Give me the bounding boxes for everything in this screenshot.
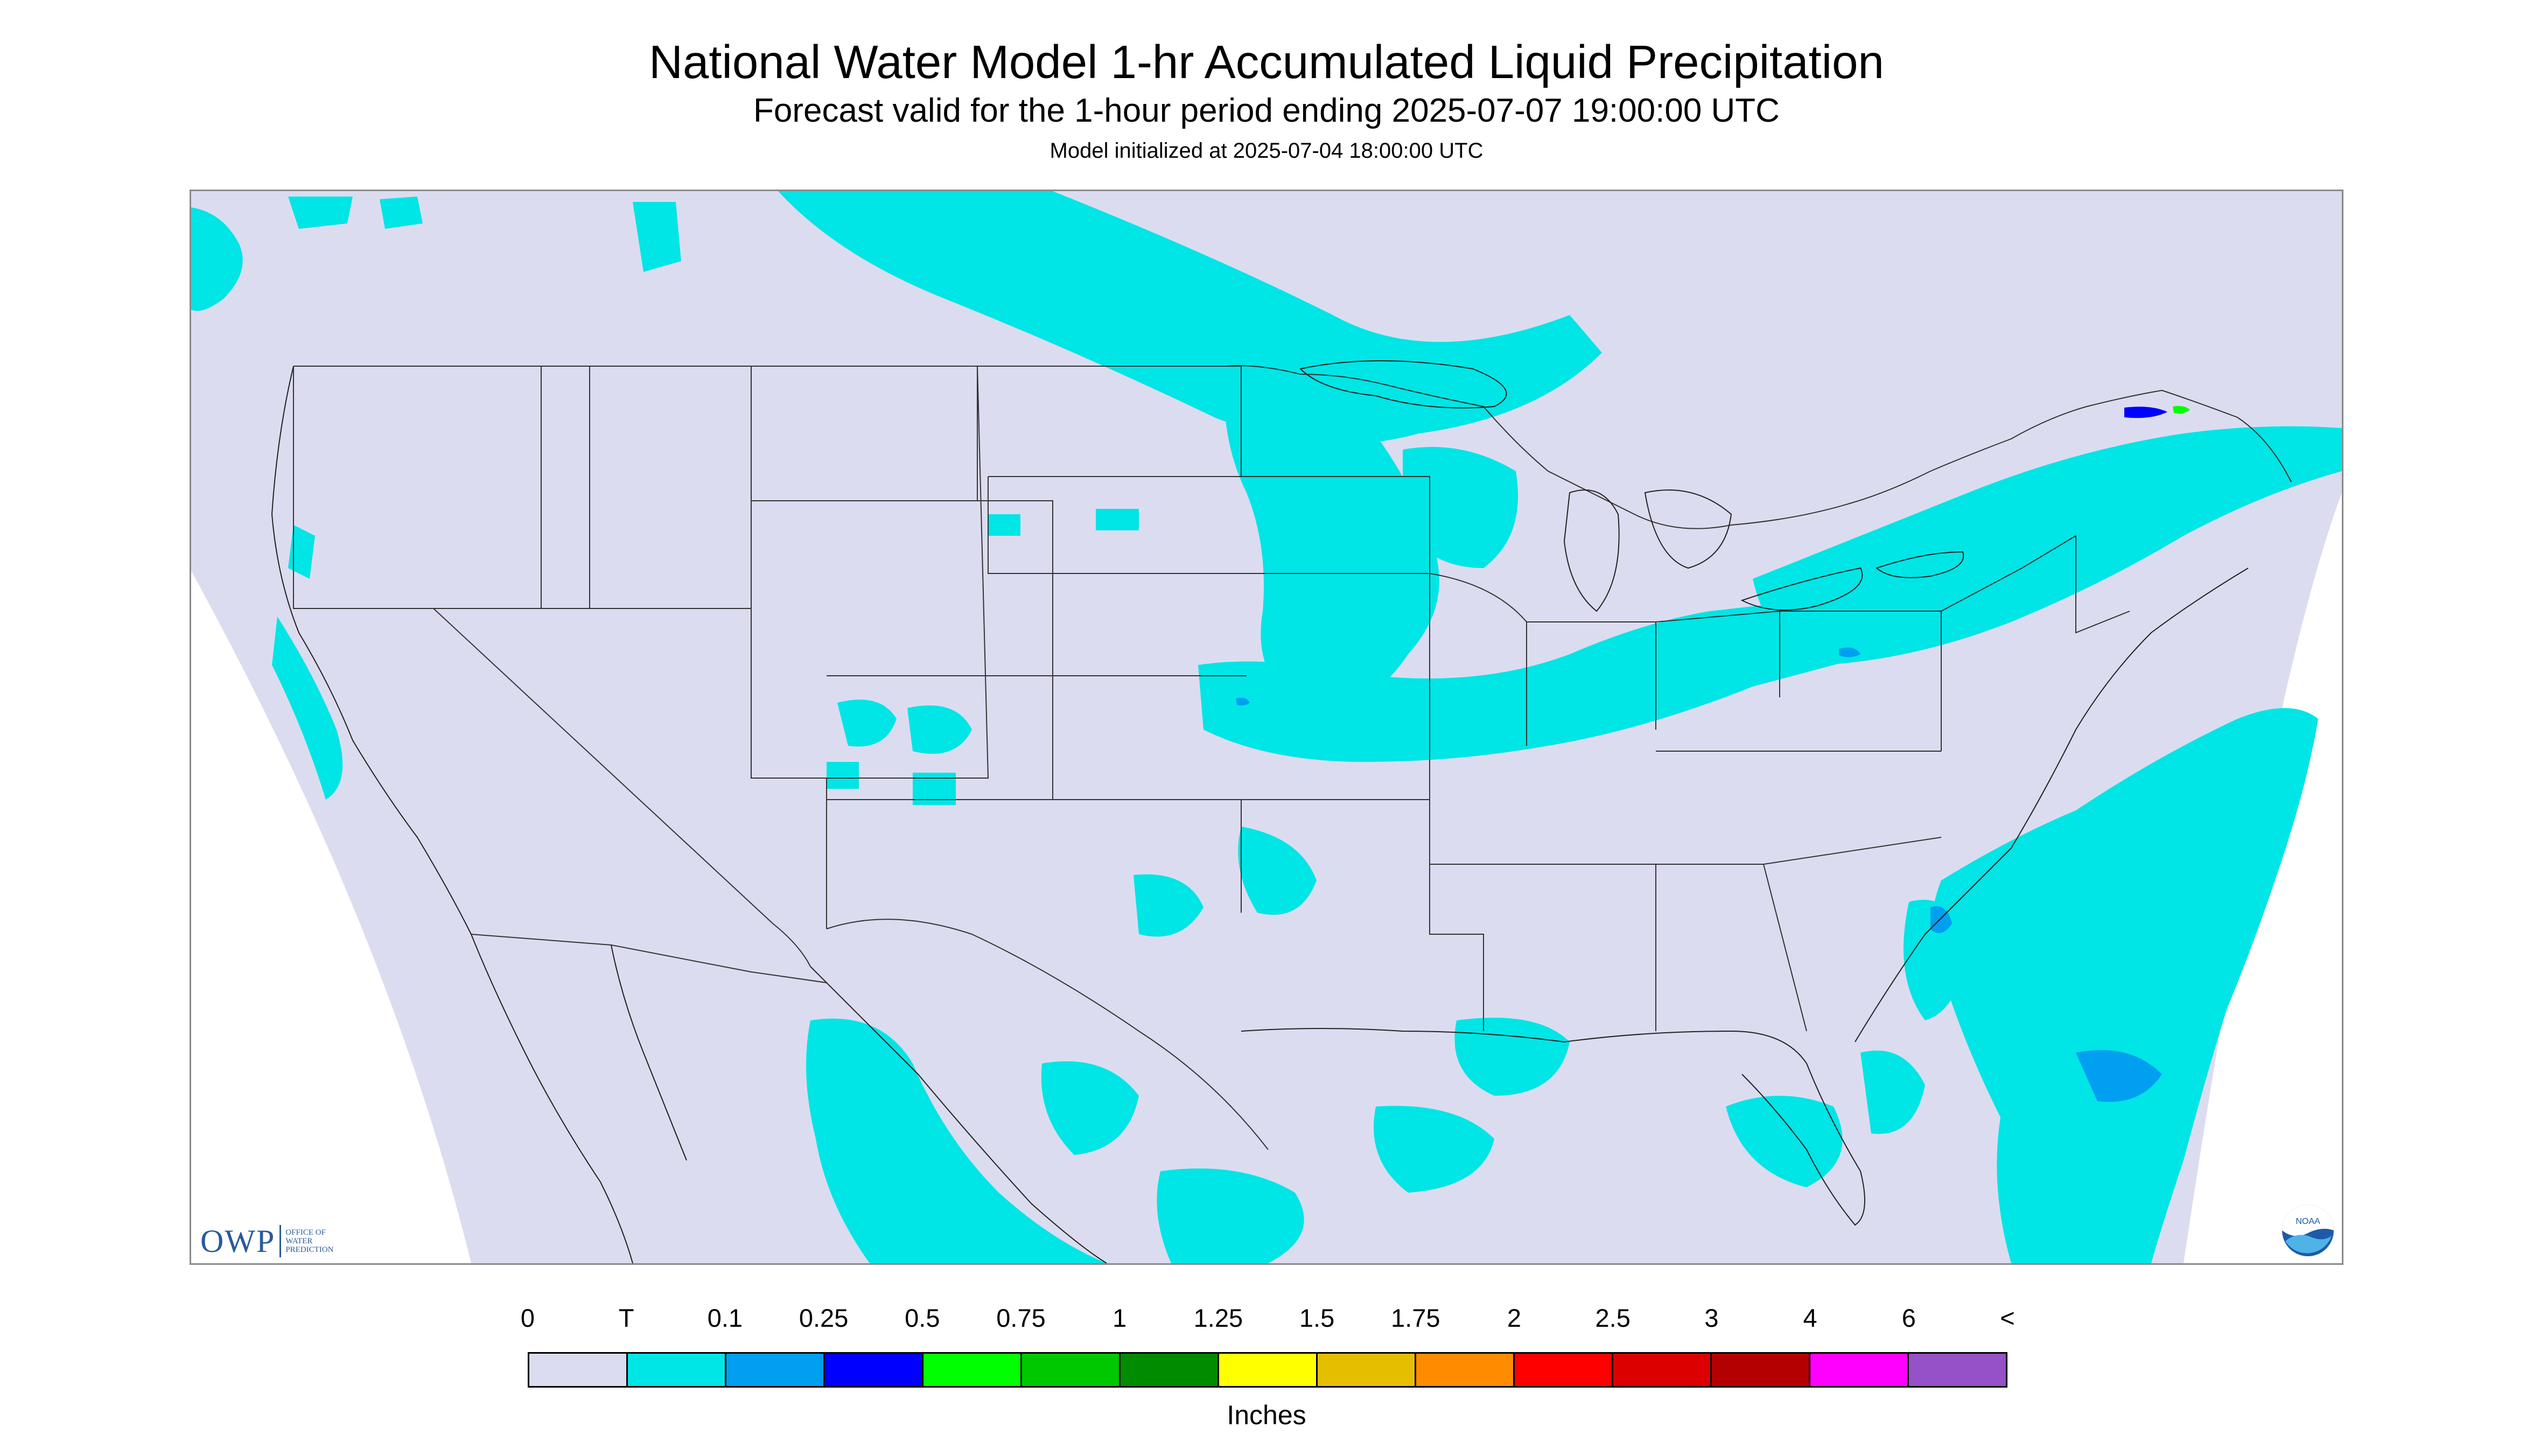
legend-swatch-9 xyxy=(1416,1354,1515,1386)
precipitation-map[interactable] xyxy=(190,190,2343,1265)
model-init-line: Model initialized at 2025-07-04 18:00:00… xyxy=(1049,139,1484,163)
noaa-logo-icon: NOAA xyxy=(2282,1205,2334,1256)
owp-logo-text: OWP xyxy=(200,1223,276,1259)
legend-tick-label: 1.75 xyxy=(1391,1304,1440,1332)
legend-swatch-12 xyxy=(1712,1354,1810,1386)
color-legend: 0 T 0.1 0.25 0.5 0.75 1 1.25 1.5 1.75 2 2.5 3 4 6 < xyxy=(521,1303,2015,1422)
legend-tick-label: 1.5 xyxy=(1299,1304,1335,1332)
legend-tick-label: 2.5 xyxy=(1595,1304,1631,1332)
legend-tick-label: 0.25 xyxy=(799,1304,849,1332)
legend-swatch-4 xyxy=(923,1354,1022,1386)
legend-swatch-3 xyxy=(825,1354,923,1386)
legend-tick-label: 0 xyxy=(520,1304,535,1332)
map-subtitle: Forecast valid for the 1-hour period end… xyxy=(753,92,1780,129)
legend-tick-label: 0.1 xyxy=(707,1304,743,1332)
legend-swatch-0 xyxy=(529,1354,628,1386)
legend-swatch-1 xyxy=(628,1354,726,1386)
precip-trace-areas xyxy=(191,191,2342,1263)
legend-tick-label: 4 xyxy=(1803,1304,1817,1332)
legend-tick-label: < xyxy=(2000,1304,2015,1332)
legend-swatch-10 xyxy=(1515,1354,1613,1386)
lakes-coastlines xyxy=(271,360,2249,1263)
legend-tick-label: T xyxy=(618,1304,634,1332)
political-boundaries xyxy=(293,365,2292,1150)
legend-swatch-8 xyxy=(1318,1354,1416,1386)
legend-swatch-13 xyxy=(1810,1354,1909,1386)
legend-tick-label: 0.75 xyxy=(996,1304,1046,1332)
owp-logo-divider xyxy=(279,1225,282,1257)
legend-swatch-2 xyxy=(726,1354,825,1386)
map-title: National Water Model 1-hr Accumulated Li… xyxy=(649,36,1884,88)
owp-logo-subtext: OFFICE OF WATER PREDICTION xyxy=(285,1228,334,1254)
legend-tick-label: 6 xyxy=(1901,1304,1916,1332)
legend-tick-label: 0.5 xyxy=(905,1304,940,1332)
legend-units-label: Inches xyxy=(1227,1400,1306,1430)
legend-swatch-6 xyxy=(1121,1354,1219,1386)
legend-tick-label: 2 xyxy=(1507,1304,1522,1332)
legend-tick-label: 1.25 xyxy=(1193,1304,1243,1332)
legend-swatch-7 xyxy=(1219,1354,1318,1386)
legend-swatch-11 xyxy=(1613,1354,1712,1386)
precip-heavier-areas xyxy=(1236,405,2190,1102)
legend-tick-label: 1 xyxy=(1112,1304,1127,1332)
legend-swatch-14 xyxy=(1909,1354,2006,1386)
legend-tick-labels: 0 T 0.1 0.25 0.5 0.75 1 1.25 1.5 1.75 2 2.5 3 4 6 < xyxy=(521,1303,2015,1335)
legend-tick-label: 3 xyxy=(1704,1304,1719,1332)
legend-swatch-5 xyxy=(1022,1354,1121,1386)
svg-text:NOAA: NOAA xyxy=(2296,1217,2320,1226)
map-canvas xyxy=(191,191,2342,1263)
owp-logo: OWP OFFICE OF WATER PREDICTION xyxy=(200,1222,334,1260)
legend-color-bar xyxy=(528,1352,2007,1388)
